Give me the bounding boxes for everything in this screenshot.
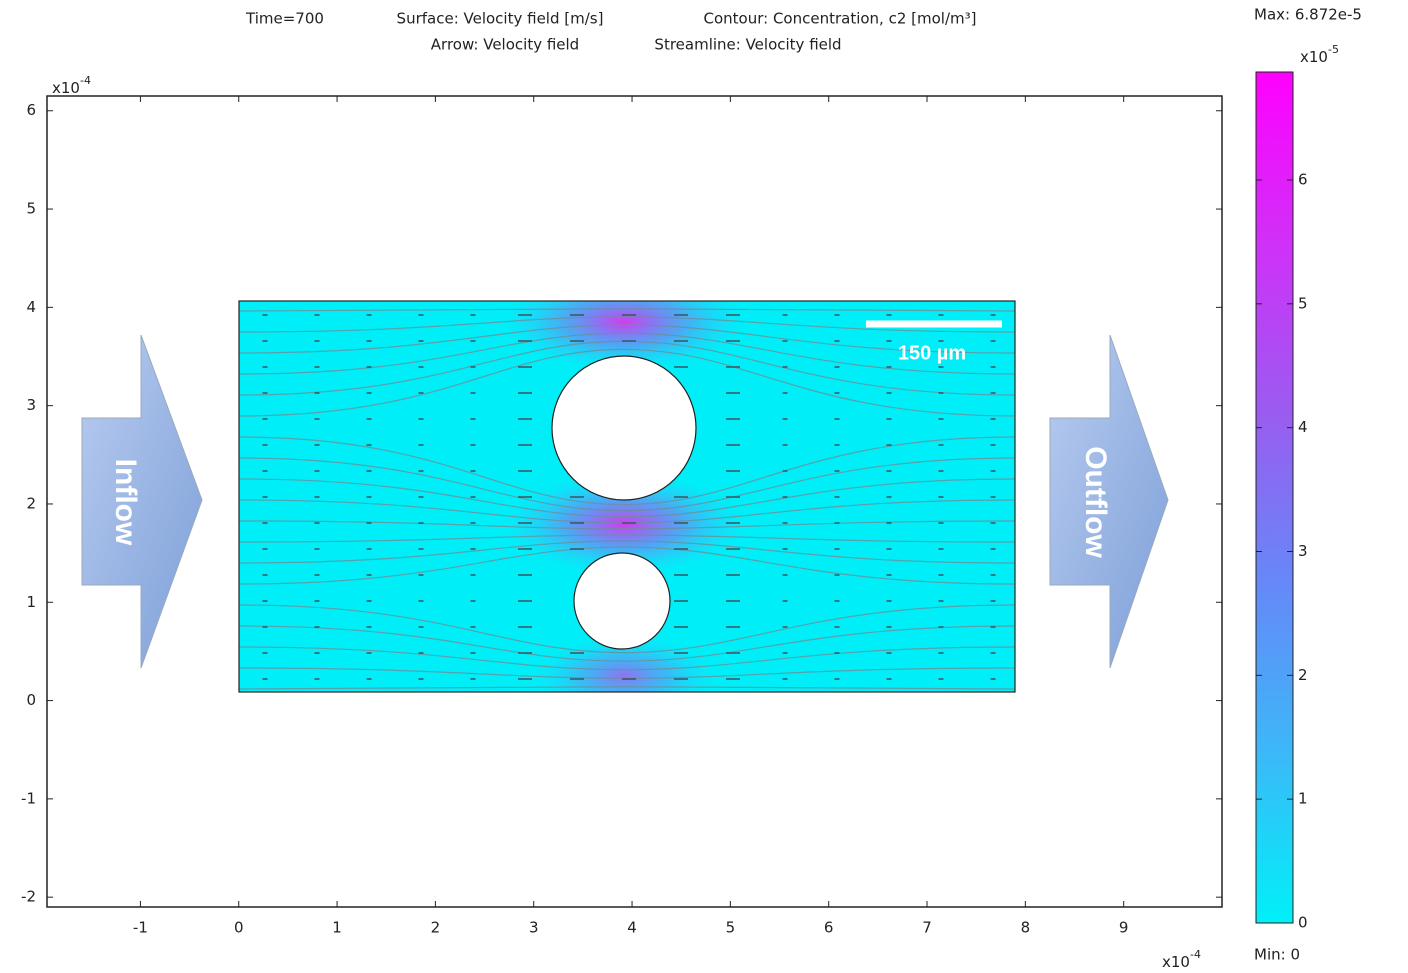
outflow-arrow bbox=[1049, 334, 1169, 669]
y-tick-label: 4 bbox=[26, 298, 36, 316]
streamline bbox=[239, 316, 1015, 333]
streamline bbox=[239, 348, 1015, 417]
streamline bbox=[239, 308, 1015, 312]
y-scale-exponent: -4 bbox=[80, 74, 91, 87]
colorbar-tick-label: 3 bbox=[1298, 542, 1308, 560]
streamline bbox=[239, 604, 1015, 654]
streamline bbox=[239, 436, 1015, 506]
title-time: Time=700 bbox=[245, 10, 324, 28]
title-surface: Surface: Velocity field [m/s] bbox=[397, 10, 604, 28]
outflow-label: Outflow bbox=[1079, 446, 1112, 558]
x-scale-base: x10 bbox=[1162, 953, 1190, 971]
colorbar-tick-label: 5 bbox=[1298, 294, 1308, 312]
inflow-label: Inflow bbox=[109, 459, 142, 546]
x-tick-label: 5 bbox=[726, 919, 736, 937]
streamline bbox=[239, 534, 1015, 543]
colorbar-scale: x10-5 bbox=[1300, 43, 1339, 66]
colorbar-scale-exponent: -5 bbox=[1328, 43, 1339, 56]
scale-bar-label: 150 µm bbox=[898, 342, 966, 364]
y-tick-label: 2 bbox=[26, 494, 36, 512]
x-tick-label: 9 bbox=[1119, 919, 1129, 937]
colorbar-scale-base: x10 bbox=[1300, 48, 1328, 66]
y-tick-label: 6 bbox=[26, 101, 36, 119]
colorbar-max: Max: 6.872e-5 bbox=[1254, 6, 1362, 24]
x-scale-label: x10-4 bbox=[1162, 948, 1201, 971]
y-tick-label: 3 bbox=[26, 396, 36, 414]
y-tick-label: -2 bbox=[21, 888, 36, 906]
x-tick-label: 4 bbox=[627, 919, 637, 937]
streamline bbox=[239, 540, 1015, 564]
obstacle bbox=[573, 552, 671, 650]
streamline bbox=[239, 457, 1015, 512]
y-tick-label: 0 bbox=[26, 691, 36, 709]
y-tick-label: -1 bbox=[21, 789, 36, 807]
streamline bbox=[239, 667, 1015, 679]
x-tick-label: 8 bbox=[1021, 919, 1031, 937]
streamline bbox=[239, 520, 1015, 530]
y-scale-base: x10 bbox=[52, 79, 80, 97]
y-tick-label: 1 bbox=[26, 593, 36, 611]
title-contour: Contour: Concentration, c2 [mol/m³] bbox=[704, 10, 977, 28]
streamline bbox=[239, 646, 1015, 671]
title-streamline: Streamline: Velocity field bbox=[654, 36, 841, 54]
x-tick-label: 2 bbox=[431, 919, 441, 937]
colorbar-tick-label: 2 bbox=[1298, 666, 1308, 684]
colorbar-tick-label: 6 bbox=[1298, 170, 1308, 188]
streamline bbox=[239, 686, 1015, 690]
x-tick-label: -1 bbox=[133, 919, 148, 937]
x-tick-label: 0 bbox=[234, 919, 244, 937]
x-tick-label: 1 bbox=[332, 919, 342, 937]
streamline bbox=[239, 324, 1015, 354]
title-arrow: Arrow: Velocity field bbox=[431, 36, 579, 54]
x-scale-exponent: -4 bbox=[1190, 948, 1201, 961]
streamline bbox=[239, 546, 1015, 585]
x-tick-label: 6 bbox=[824, 919, 834, 937]
inflow-arrow bbox=[81, 334, 203, 669]
streamline bbox=[239, 332, 1015, 375]
colorbar bbox=[1255, 71, 1294, 924]
streamline bbox=[239, 478, 1015, 518]
colorbar-min: Min: 0 bbox=[1254, 946, 1300, 964]
colorbar-tick-label: 0 bbox=[1298, 914, 1308, 932]
x-tick-label: 7 bbox=[922, 919, 932, 937]
streamline bbox=[239, 625, 1015, 662]
y-scale-label: x10-4 bbox=[52, 74, 91, 97]
colorbar-tick-label: 1 bbox=[1298, 790, 1308, 808]
channel-border bbox=[238, 300, 1016, 693]
x-tick-label: 3 bbox=[529, 919, 539, 937]
colorbar-tick-label: 4 bbox=[1298, 418, 1308, 436]
obstacle bbox=[551, 355, 697, 501]
y-tick-label: 5 bbox=[26, 200, 36, 218]
